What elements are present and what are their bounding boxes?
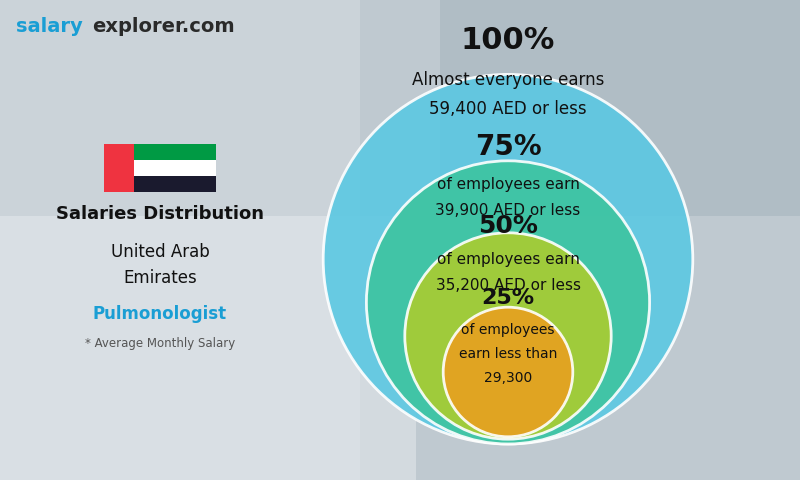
Ellipse shape: [366, 161, 650, 444]
Ellipse shape: [443, 307, 573, 437]
Bar: [440, 0, 800, 216]
Bar: [0, 216, 416, 480]
Ellipse shape: [323, 74, 693, 444]
Text: 39,900 AED or less: 39,900 AED or less: [435, 204, 581, 218]
Text: Almost everyone earns: Almost everyone earns: [412, 71, 604, 89]
Text: of employees: of employees: [462, 323, 554, 337]
Bar: [0, 0, 360, 480]
Bar: [104, 144, 134, 192]
Text: 50%: 50%: [478, 214, 538, 238]
Text: of employees earn: of employees earn: [437, 252, 579, 267]
Text: 35,200 AED or less: 35,200 AED or less: [435, 278, 581, 293]
Text: Pulmonologist: Pulmonologist: [93, 305, 227, 324]
Text: 29,300: 29,300: [484, 371, 532, 385]
Text: of employees earn: of employees earn: [437, 177, 579, 192]
Bar: [360, 0, 800, 480]
Text: United Arab: United Arab: [110, 243, 210, 261]
Text: 25%: 25%: [482, 288, 534, 308]
Text: 75%: 75%: [474, 133, 542, 161]
Text: 59,400 AED or less: 59,400 AED or less: [429, 100, 587, 118]
Bar: [104, 160, 216, 176]
Text: earn less than: earn less than: [459, 347, 557, 361]
Bar: [104, 176, 216, 192]
Text: Emirates: Emirates: [123, 269, 197, 288]
Text: * Average Monthly Salary: * Average Monthly Salary: [85, 336, 235, 350]
Text: 100%: 100%: [461, 26, 555, 55]
Bar: [104, 144, 216, 160]
Text: salary: salary: [16, 17, 82, 36]
Text: explorer.com: explorer.com: [92, 17, 234, 36]
Text: Salaries Distribution: Salaries Distribution: [56, 204, 264, 223]
Ellipse shape: [405, 233, 611, 439]
